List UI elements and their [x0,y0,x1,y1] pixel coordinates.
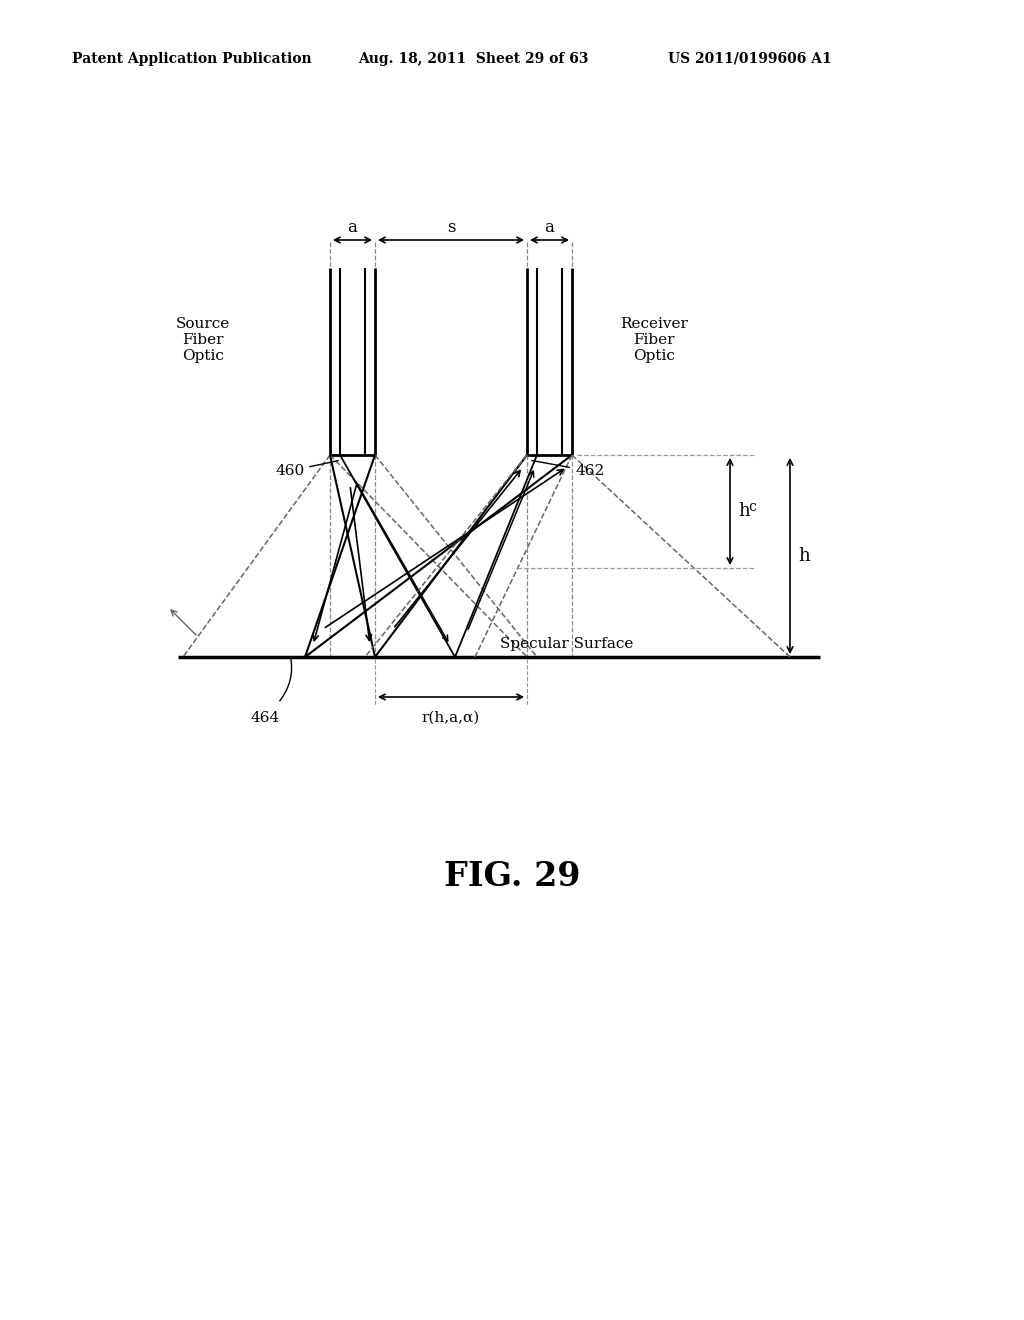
Text: Specular Surface: Specular Surface [500,638,634,651]
Text: Patent Application Publication: Patent Application Publication [72,51,311,66]
Text: Receiver
Fiber
Optic: Receiver Fiber Optic [620,317,688,363]
Text: Aug. 18, 2011  Sheet 29 of 63: Aug. 18, 2011 Sheet 29 of 63 [358,51,589,66]
Text: 462: 462 [531,461,604,478]
Text: FIG. 29: FIG. 29 [443,861,581,894]
Text: Source
Fiber
Optic: Source Fiber Optic [176,317,230,363]
Text: 464: 464 [251,711,280,725]
Text: r(h,a,α): r(h,a,α) [422,711,480,725]
Text: h: h [738,502,750,520]
Text: h: h [798,546,810,565]
Text: US 2011/0199606 A1: US 2011/0199606 A1 [668,51,831,66]
Text: a: a [544,219,554,236]
Text: s: s [446,219,456,236]
Text: 460: 460 [275,461,338,478]
Text: c: c [748,500,756,513]
Text: a: a [347,219,357,236]
